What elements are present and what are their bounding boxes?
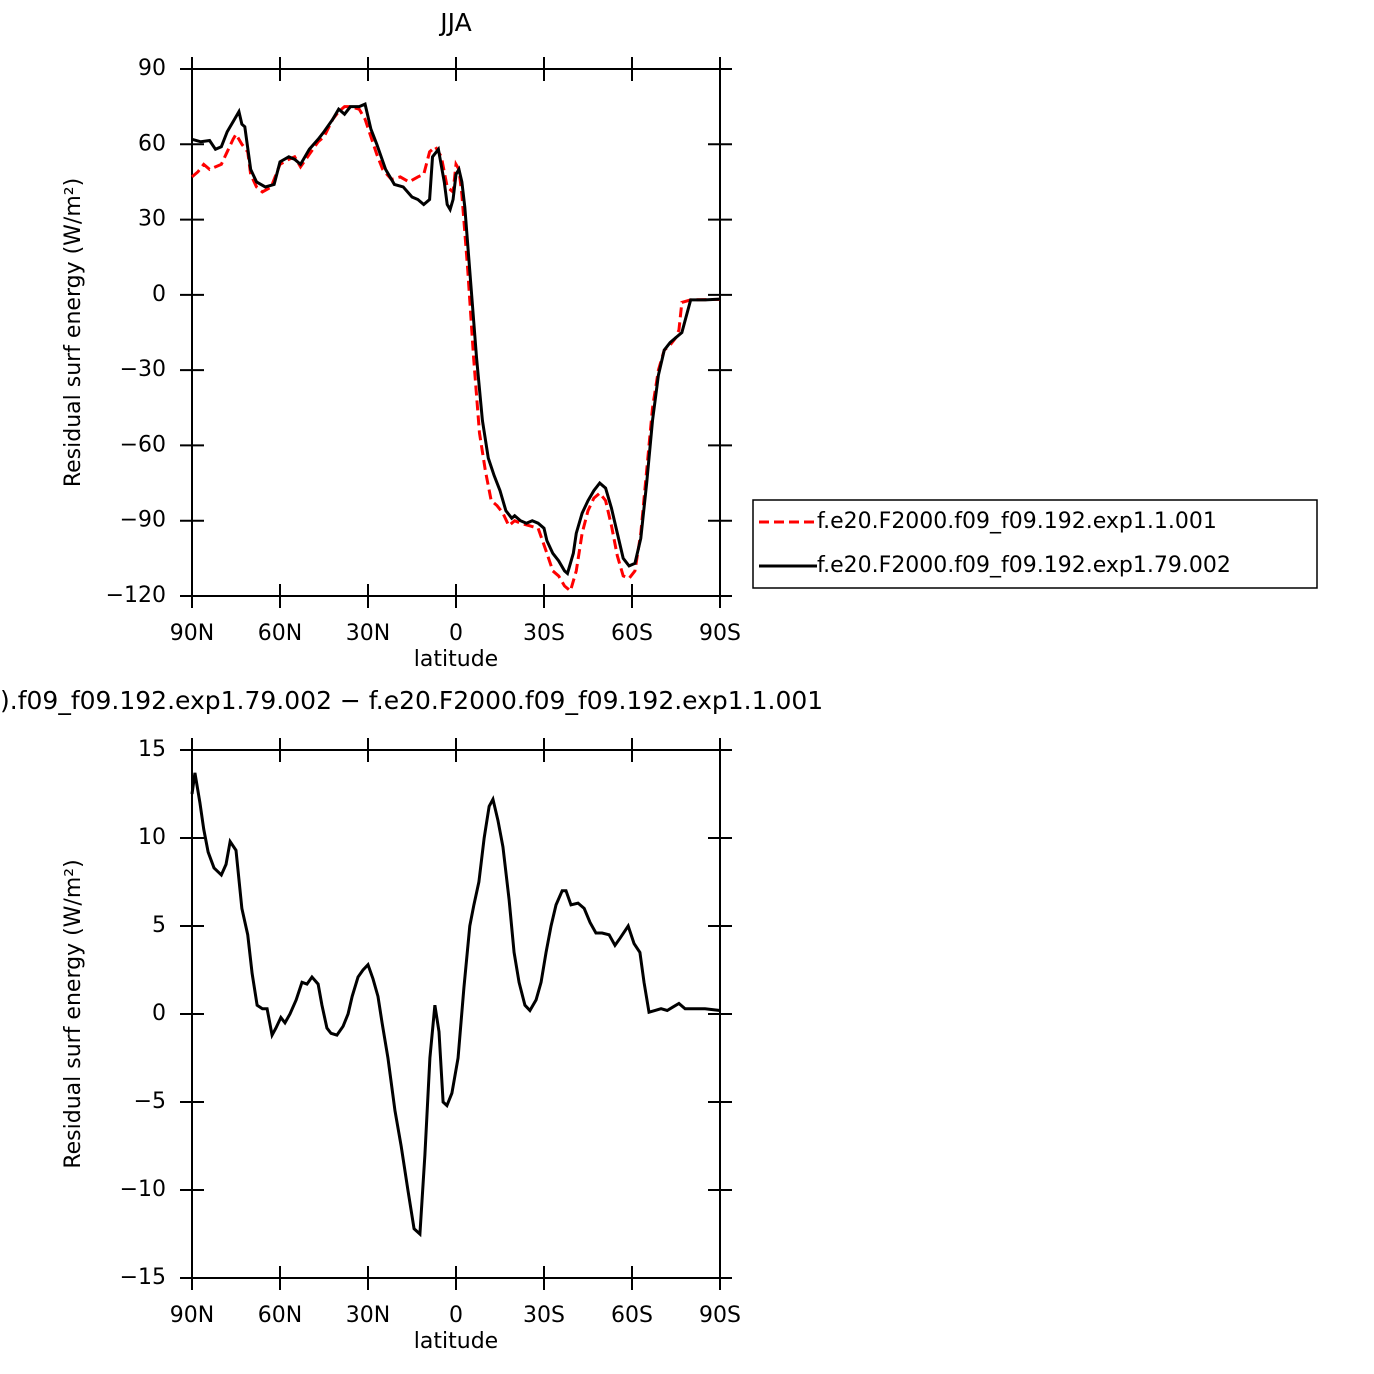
x-tick-label: 0 [449, 621, 463, 646]
y-tick-label: 90 [138, 56, 166, 81]
y-axis-label: Residual surf energy (W/m²) [61, 178, 86, 487]
chart-title: JJA [438, 8, 471, 37]
x-tick-label: 60N [258, 1303, 302, 1328]
data-line [191, 105, 721, 594]
plot-frame [191, 68, 721, 597]
x-tick-label: 30N [346, 621, 390, 646]
x-tick-label: 90S [699, 1303, 741, 1328]
legend-label: f.e20.F2000.f09_f09.192.exp1.79.002 [817, 553, 1231, 578]
x-axis-label: latitude [414, 647, 498, 672]
y-tick-label: 0 [152, 282, 166, 307]
x-tick-label: 30S [523, 1303, 565, 1328]
y-tick-label: 60 [138, 131, 166, 156]
x-tick-label: 90N [170, 1303, 214, 1328]
y-tick-label: −30 [120, 357, 166, 382]
y-tick-label: 0 [152, 1001, 166, 1026]
x-tick-label: 30N [346, 1303, 390, 1328]
x-tick-label: 60N [258, 621, 302, 646]
y-tick-label: −5 [134, 1089, 166, 1114]
x-tick-label: 60S [611, 1303, 653, 1328]
y-tick-label: 15 [138, 737, 166, 762]
y-tick-label: 5 [152, 913, 166, 938]
x-tick-label: 0 [449, 1303, 463, 1328]
x-tick-label: 90S [699, 621, 741, 646]
x-tick-label: 90N [170, 621, 214, 646]
x-tick-label: 30S [523, 621, 565, 646]
x-axis-label: latitude [414, 1329, 498, 1354]
y-tick-label: −90 [120, 508, 166, 533]
legend-box [752, 499, 1318, 589]
legend-label: f.e20.F2000.f09_f09.192.exp1.1.001 [817, 509, 1217, 534]
data-line [191, 102, 721, 577]
y-tick-label: −120 [106, 583, 166, 608]
y-tick-label: 10 [138, 825, 166, 850]
plot-frame [191, 749, 721, 1279]
x-tick-label: 60S [611, 621, 653, 646]
data-line [190, 772, 721, 1238]
y-tick-label: −60 [120, 432, 166, 457]
y-tick-label: −15 [120, 1265, 166, 1290]
y-tick-label: −10 [120, 1177, 166, 1202]
y-axis-label: Residual surf energy (W/m²) [61, 859, 86, 1168]
y-tick-label: 30 [138, 207, 166, 232]
chart-title: ).f09_f09.192.exp1.79.002 − f.e20.F2000.… [0, 686, 823, 715]
